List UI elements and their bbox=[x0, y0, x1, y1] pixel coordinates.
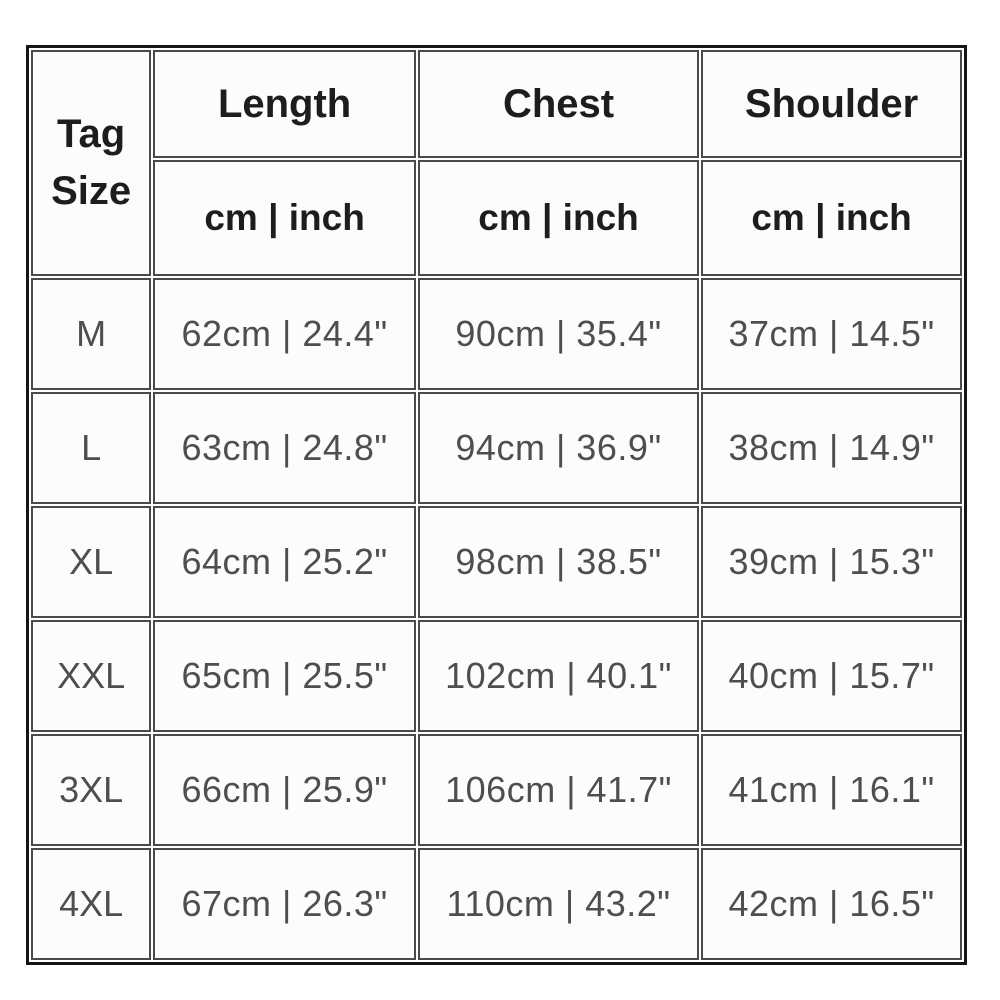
size-label: 4XL bbox=[31, 848, 152, 960]
shoulder-value: 38cm | 14.9" bbox=[701, 392, 962, 504]
length-value: 62cm | 24.4" bbox=[153, 278, 416, 390]
length-value: 63cm | 24.8" bbox=[153, 392, 416, 504]
size-label: M bbox=[31, 278, 152, 390]
chest-value: 94cm | 36.9" bbox=[417, 392, 700, 504]
shoulder-value: 39cm | 15.3" bbox=[701, 506, 962, 618]
table-row-3xl: 3XL 66cm | 25.9" 106cm | 41.7" 41cm | 16… bbox=[31, 734, 962, 846]
shoulder-value: 42cm | 16.5" bbox=[701, 848, 962, 960]
size-chart-table: Tag Size Length Chest Shoulder cm | inch… bbox=[26, 45, 967, 965]
table-row-4xl: 4XL 67cm | 26.3" 110cm | 43.2" 42cm | 16… bbox=[31, 848, 962, 960]
length-value: 66cm | 25.9" bbox=[153, 734, 416, 846]
table-row-l: L 63cm | 24.8" 94cm | 36.9" 38cm | 14.9" bbox=[31, 392, 962, 504]
chest-value: 102cm | 40.1" bbox=[417, 620, 700, 732]
size-label: XL bbox=[31, 506, 152, 618]
table-row-xxl: XXL 65cm | 25.5" 102cm | 40.1" 40cm | 15… bbox=[31, 620, 962, 732]
chest-value: 90cm | 35.4" bbox=[417, 278, 700, 390]
size-label: XXL bbox=[31, 620, 152, 732]
size-label: 3XL bbox=[31, 734, 152, 846]
length-value: 65cm | 25.5" bbox=[153, 620, 416, 732]
table-row-xl: XL 64cm | 25.2" 98cm | 38.5" 39cm | 15.3… bbox=[31, 506, 962, 618]
corner-header-line2: Size bbox=[51, 169, 132, 213]
corner-header-line1: Tag bbox=[57, 112, 126, 157]
header-row-measures: Tag Size Length Chest Shoulder bbox=[31, 50, 962, 276]
unit-header-shoulder: cm | inch bbox=[701, 160, 962, 276]
chest-value: 106cm | 41.7" bbox=[417, 734, 700, 846]
length-value: 64cm | 25.2" bbox=[153, 506, 416, 618]
column-header-chest: Chest bbox=[417, 50, 700, 158]
shoulder-value: 37cm | 14.5" bbox=[701, 278, 962, 390]
column-header-shoulder: Shoulder bbox=[701, 50, 962, 158]
shoulder-value: 40cm | 15.7" bbox=[701, 620, 962, 732]
column-header-length: Length bbox=[153, 50, 416, 158]
corner-header-tag-size: Tag Size bbox=[31, 50, 152, 276]
chest-value: 98cm | 38.5" bbox=[417, 506, 700, 618]
table-row-m: M 62cm | 24.4" 90cm | 35.4" 37cm | 14.5" bbox=[31, 278, 962, 390]
chest-value: 110cm | 43.2" bbox=[417, 848, 700, 960]
unit-header-chest: cm | inch bbox=[417, 160, 700, 276]
shoulder-value: 41cm | 16.1" bbox=[701, 734, 962, 846]
length-value: 67cm | 26.3" bbox=[153, 848, 416, 960]
header-row-units: cm | inch cm | inch cm | inch bbox=[31, 160, 962, 276]
unit-header-length: cm | inch bbox=[153, 160, 416, 276]
size-label: L bbox=[31, 392, 152, 504]
